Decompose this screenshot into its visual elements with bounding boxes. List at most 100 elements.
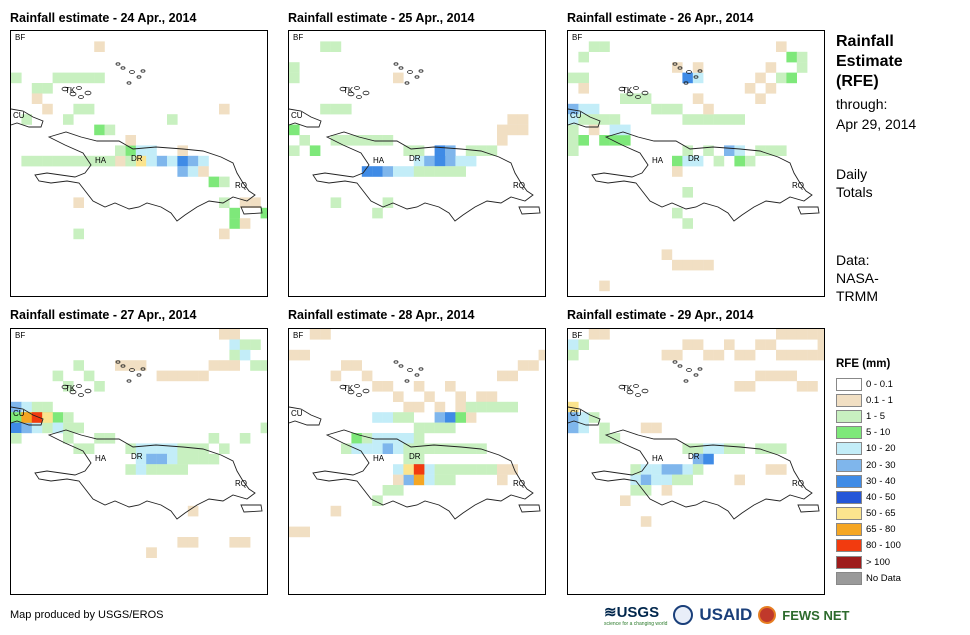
rainfall-cell: [73, 155, 84, 167]
rainfall-cell: [413, 464, 425, 475]
data-source-line: Data:: [836, 252, 870, 268]
place-label-ha: HA: [652, 156, 664, 165]
place-label-tk: TK: [622, 86, 633, 95]
rainfall-cell: [156, 155, 168, 167]
island-outline: [683, 81, 689, 85]
fews-net-logo: FEWS NET: [782, 607, 850, 623]
rainfall-cell: [187, 166, 199, 177]
usgs-logo: ≋USGS science for a changing world: [604, 604, 668, 627]
legend-item: 80 - 100: [836, 538, 901, 554]
rainfall-cell: [403, 145, 414, 156]
rainfall-cell: [146, 155, 157, 167]
rainfall-map-apr-26: BF TK CU HA DR RQ: [567, 30, 825, 297]
legend-item: 30 - 40: [836, 473, 901, 489]
rainfall-cell: [320, 329, 331, 340]
rainfall-cell: [219, 329, 230, 340]
rainfall-cell: [568, 124, 579, 136]
rainfall-cell: [289, 145, 300, 156]
island-outline: [69, 91, 77, 97]
rainfall-cell: [63, 72, 74, 84]
rainfall-cell: [755, 370, 766, 382]
rainfall-cell: [568, 114, 579, 125]
map-svg: [289, 41, 541, 222]
rainfall-cell: [497, 135, 508, 146]
legend-label: 50 - 65: [866, 508, 896, 520]
rainfall-cell: [372, 166, 383, 177]
rainfall-cell: [465, 464, 477, 475]
rainfall-cell: [672, 62, 683, 73]
rainfall-cell: [63, 412, 74, 423]
rainfall-cell: [755, 339, 766, 350]
rainfall-cell: [219, 176, 230, 188]
hispaniola-coastline: [34, 429, 256, 520]
rainfall-cell: [599, 422, 610, 434]
rainfall-cell: [765, 370, 777, 382]
puerto-rico-coastline: [240, 504, 263, 513]
rainfall-cell: [786, 329, 797, 340]
rainfall-cell: [765, 145, 777, 156]
rainfall-cell: [734, 155, 745, 167]
rainfall-cell: [330, 135, 342, 146]
rainfall-cell: [486, 391, 498, 402]
rainfall-cell: [135, 145, 147, 156]
rainfall-cell: [807, 329, 818, 340]
rainfall-cell: [94, 381, 105, 392]
rainfall-cell: [434, 155, 446, 167]
rainfall-cell: [73, 197, 84, 208]
island-outline: [76, 384, 82, 388]
rainfall-cell: [361, 433, 373, 444]
rainfall-cell: [94, 41, 105, 52]
rainfall-cell: [640, 474, 652, 486]
rainfall-cell: [330, 103, 342, 115]
place-label-cu: CU: [570, 409, 582, 418]
rainfall-cell: [83, 72, 95, 84]
island-outline: [618, 86, 626, 92]
legend-swatch: [836, 507, 862, 521]
rainfall-cell: [455, 443, 466, 454]
island-outline: [414, 75, 420, 79]
place-label-bf: BF: [293, 331, 304, 340]
island-outline: [697, 69, 703, 73]
rainfall-cell: [135, 453, 147, 465]
rainfall-cell: [599, 329, 610, 340]
rainfall-cell: [260, 207, 267, 219]
legend-swatch: [836, 377, 862, 391]
panel-title: Rainfall estimate - 24 Apr., 2014: [10, 11, 197, 25]
island-outline: [76, 86, 82, 90]
map-svg: [289, 329, 545, 538]
place-label-rq: RQ: [792, 479, 804, 488]
place-label-rq: RQ: [513, 181, 525, 190]
rainfall-cell: [351, 135, 362, 146]
rainfall-cell: [52, 412, 64, 423]
place-label-bf: BF: [293, 33, 304, 42]
rainfall-cell: [299, 349, 310, 361]
hispaniola-coastline: [34, 131, 256, 222]
rainfall-cell: [682, 187, 693, 198]
totals-line: Daily: [836, 166, 868, 182]
rainfall-cell: [445, 422, 456, 434]
rainfall-cell: [434, 412, 446, 423]
rainfall-cell: [167, 443, 178, 454]
rainfall-cell: [465, 145, 477, 156]
rainfall-cell: [776, 145, 787, 156]
rainfall-cell: [177, 443, 188, 454]
rainfall-cell: [115, 145, 126, 156]
rainfall-cell: [703, 453, 714, 465]
rainfall-cell: [734, 474, 745, 486]
cuba-coastline: [289, 108, 322, 128]
legend-item: 5 - 10: [836, 425, 901, 441]
rainfall-cell: [692, 443, 704, 454]
rainfall-cell: [578, 103, 589, 115]
island-outline: [418, 367, 424, 371]
rainfall-cell: [599, 280, 610, 292]
rainfall-cell: [177, 537, 188, 548]
rainfall-cell: [309, 329, 321, 340]
rainfall-cell: [755, 93, 766, 104]
island-outline: [129, 70, 135, 74]
rainfall-cell: [568, 339, 579, 350]
rainfall-cell: [434, 474, 446, 486]
legend-item: 50 - 65: [836, 506, 901, 522]
rainfall-cell: [330, 370, 342, 382]
rainfall-cell: [507, 124, 518, 136]
rainfall-cell: [640, 93, 652, 104]
